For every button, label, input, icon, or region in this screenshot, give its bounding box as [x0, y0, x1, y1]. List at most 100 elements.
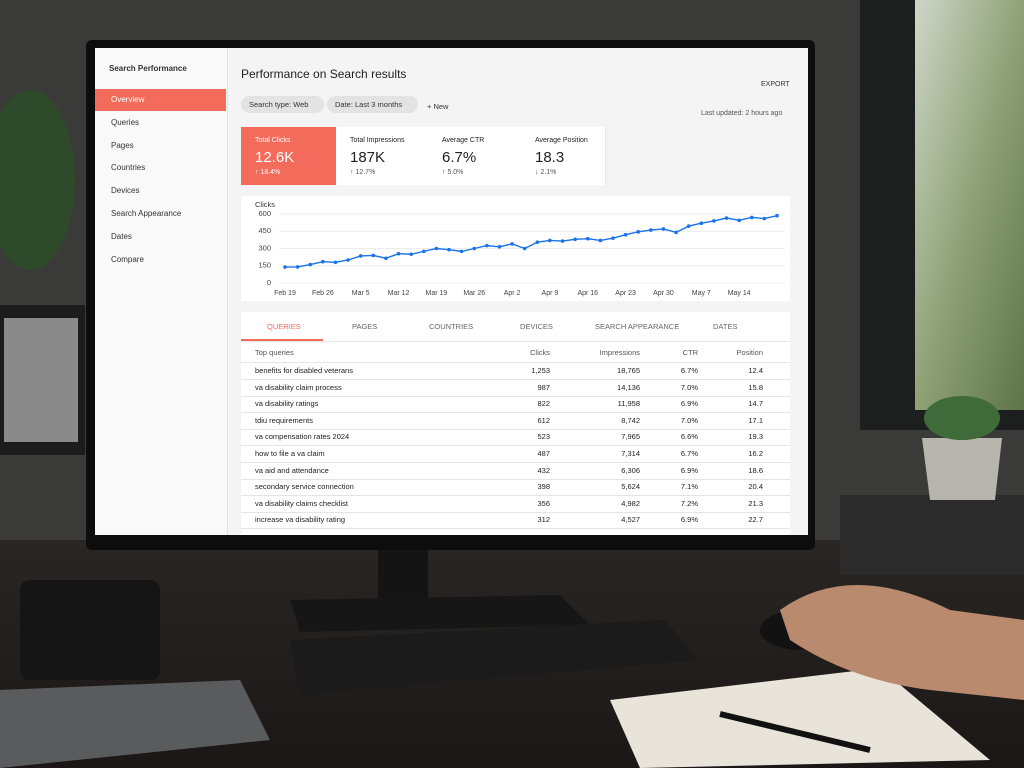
tab[interactable]: COUNTRIES	[429, 322, 474, 331]
window	[915, 0, 1024, 410]
books	[840, 495, 1024, 575]
value-cell: 356	[537, 498, 550, 508]
sidebar-item[interactable]: Queries	[111, 117, 140, 127]
column-header: Impressions	[599, 348, 640, 357]
value-cell: 432	[537, 465, 550, 475]
monitor-neck	[378, 550, 428, 600]
data-point	[295, 265, 300, 269]
new-button[interactable]: + New	[427, 102, 449, 111]
chart-panel: Clicks 0 150 300 450 600 Feb 19 Feb 26 Mar 5 Mar …	[241, 196, 790, 301]
data-point	[585, 236, 590, 241]
data-point	[598, 238, 603, 243]
value-cell: 16.2	[748, 449, 763, 458]
sidebar-item[interactable]: Pages	[111, 140, 134, 150]
row-divider	[241, 478, 790, 480]
sidebar-item[interactable]: Compare	[111, 254, 144, 264]
header-divider	[241, 362, 790, 363]
tab[interactable]: DATES	[713, 322, 738, 331]
y-tick-label: 600	[258, 209, 271, 218]
hand	[780, 585, 1024, 700]
metric-delta: ↑ 12.7%	[350, 169, 376, 176]
value-cell: 6.7%	[680, 366, 698, 375]
line-series	[284, 215, 778, 268]
metric-label: Total Impressions	[350, 137, 405, 144]
value-cell: 20.4	[748, 482, 763, 492]
value-cell: 17.1	[748, 415, 763, 425]
sidebar-item[interactable]: Devices	[111, 186, 140, 196]
value-cell: 4,527	[621, 515, 640, 525]
y-tick-label: 300	[258, 243, 271, 252]
data-point	[775, 213, 779, 218]
data-point	[371, 253, 376, 258]
tab[interactable]: SEARCH APPEARANCE	[595, 322, 680, 331]
y-tick-label: 150	[258, 261, 271, 270]
value-cell: 7.0%	[680, 415, 698, 425]
tab[interactable]: QUERIES	[267, 322, 301, 331]
value-cell: 7,314	[621, 449, 640, 458]
x-tick-label: Apr 9	[542, 290, 559, 297]
metric-delta: ↑ 18.4%	[255, 169, 281, 176]
value-cell: 5,624	[621, 482, 640, 492]
value-cell: 11,958	[617, 399, 640, 409]
value-cell: 22.7	[748, 515, 763, 525]
value-cell: 18,765	[617, 366, 640, 375]
sidebar-item[interactable]: Dates	[111, 231, 132, 241]
metric-card[interactable]: Average Position 18.3 ↓ 2.1%	[521, 127, 606, 185]
sidebar-item[interactable]: Countries	[111, 163, 146, 173]
row-divider	[241, 428, 790, 430]
value-cell: 1,253	[531, 366, 550, 375]
screen: Search Performance Overview Queries Pages C…	[95, 48, 808, 535]
value-cell: 487	[537, 449, 550, 458]
laptop	[0, 680, 270, 768]
x-tick-label: Apr 16	[577, 290, 598, 297]
data-point	[560, 239, 565, 243]
value-cell: 6.9%	[680, 515, 698, 525]
data-point	[573, 237, 577, 242]
export-button[interactable]: EXPORT	[761, 81, 790, 88]
x-tick-label: May 7	[692, 290, 711, 297]
tab[interactable]: PAGES	[352, 322, 378, 331]
metric-card[interactable]: Total Impressions 187K ↑ 12.7%	[336, 127, 429, 185]
x-tick-label: Mar 19	[425, 290, 447, 297]
metric-delta: ↓ 2.1%	[535, 169, 557, 176]
row-divider	[241, 495, 790, 497]
value-cell: 7.1%	[680, 482, 698, 492]
metric-card[interactable]: Total Clicks 12.6K ↑ 18.4%	[241, 127, 337, 185]
data-point	[649, 228, 653, 232]
column-header: Position	[736, 348, 763, 357]
filter-chip[interactable]: Date: Last 3 months	[327, 96, 419, 113]
query-cell: how to file a va claim	[255, 449, 325, 458]
value-cell: 612	[537, 415, 550, 425]
tab[interactable]: DEVICES	[520, 322, 553, 331]
query-cell: va disability claim process	[255, 382, 342, 392]
data-point	[749, 215, 754, 220]
y-tick-label: 0	[267, 278, 271, 287]
mug	[20, 580, 160, 680]
sidebar: Search Performance Overview Queries Pages C…	[95, 48, 228, 535]
row-divider	[241, 395, 790, 397]
data-point	[737, 218, 741, 223]
metric-card[interactable]: Average CTR 6.7% ↑ 5.0%	[428, 127, 522, 185]
monitor-base	[290, 595, 590, 632]
sidebar-item[interactable]: Search Appearance	[111, 209, 182, 218]
filter-chip[interactable]: Search type: Web	[241, 96, 325, 113]
value-cell: 15.8	[748, 382, 763, 392]
succulent	[924, 396, 1000, 440]
sidebar-title: Search Performance	[109, 64, 187, 73]
data-point	[699, 221, 704, 225]
data-point	[686, 224, 691, 228]
data-point	[472, 246, 477, 251]
data-point	[535, 240, 540, 244]
notebook	[610, 668, 990, 768]
metric-label: Total Clicks	[255, 137, 291, 144]
sidebar-item[interactable]: Overview	[95, 89, 226, 111]
row-divider	[241, 511, 790, 513]
x-tick-label: Mar 12	[388, 290, 410, 297]
tab-underline	[241, 339, 323, 341]
x-tick-label: Mar 26	[463, 290, 485, 297]
data-point	[447, 247, 451, 252]
x-tick-label: Feb 26	[312, 290, 334, 297]
data-point	[522, 246, 527, 251]
value-cell: 7.0%	[680, 382, 698, 392]
